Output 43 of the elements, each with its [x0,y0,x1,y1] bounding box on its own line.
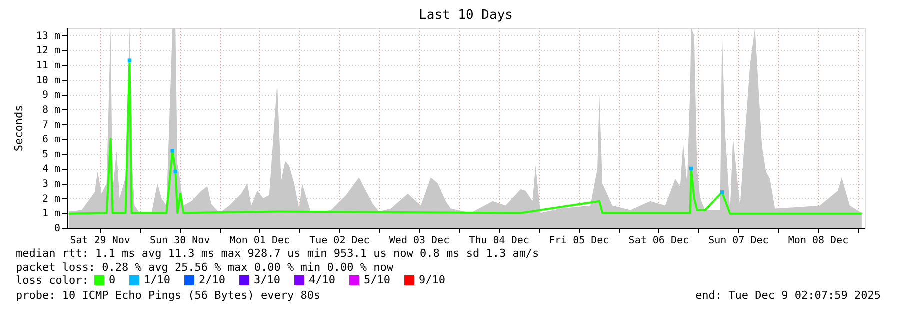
legend-label: 2/10 [199,274,226,287]
legend-label: 0 [109,274,116,287]
y-tick-label: 5 m [42,149,60,160]
chart-title: Last 10 Days [419,8,513,23]
legend-label: 9/10 [419,274,446,287]
x-tick-label: Mon 01 Dec [230,236,290,246]
x-tick-label: Sun 30 Nov [150,236,210,246]
y-tick-label: 7 m [42,120,60,131]
y-tick-label: 6 m [42,134,60,146]
y-tick-label: 3 m [42,179,60,190]
point [128,58,132,62]
x-tick-label: Sat 29 Nov [70,236,130,246]
x-tick-label: Tue 02 Dec [310,236,370,246]
y-tick-label: 13 m [36,30,60,42]
line-series [68,60,863,215]
x-tick-label: Sun 07 Dec [708,236,769,246]
y-tick-label: 2 m [42,194,60,205]
y-tick-label: 9 m [42,90,60,102]
y-tick-label: 8 m [42,104,60,116]
y-axis-title: Seconds [12,105,26,152]
y-tick-label: 10 m [36,75,60,86]
point [170,149,174,153]
text: median rtt: 1.1 ms avg 11.3 ms max 928.7 us min 953.1 us now 0.8 ms sd 1.3 am/s [16,247,540,260]
x-tick-label: Wed 03 Dec [389,236,450,246]
legend-label: 1/10 [144,274,170,287]
legend-label: 5/10 [364,274,390,287]
point [720,190,724,194]
x-tick-label: Thu 04 Dec [469,236,530,246]
text: end: Tue Dec 9 02:07:59 2025 [696,289,881,302]
y-tick-label: 11 m [36,60,60,72]
legend-label: 4/10 [309,274,336,287]
point [174,170,178,174]
y-tick-label: 12 m [36,46,60,57]
text: packet loss: 0.28 % avg 25.56 % max 0.00 % min 0.00 % now [16,261,394,274]
y-tick-label: 1 m [42,208,60,220]
legend-title: loss color: [16,274,89,287]
x-tick-label: Sat 06 Dec [628,236,690,246]
y-tick-label: 4 m [42,164,60,176]
y-tick-label: 0 [54,224,60,234]
legend-label: 3/10 [254,274,280,287]
x-tick-label: Mon 08 Dec [788,236,849,246]
x-tick-label: Fri 05 Dec [548,236,610,246]
text: probe: 10 ICMP Echo Pings (56 Bytes) every 80s [16,289,321,302]
